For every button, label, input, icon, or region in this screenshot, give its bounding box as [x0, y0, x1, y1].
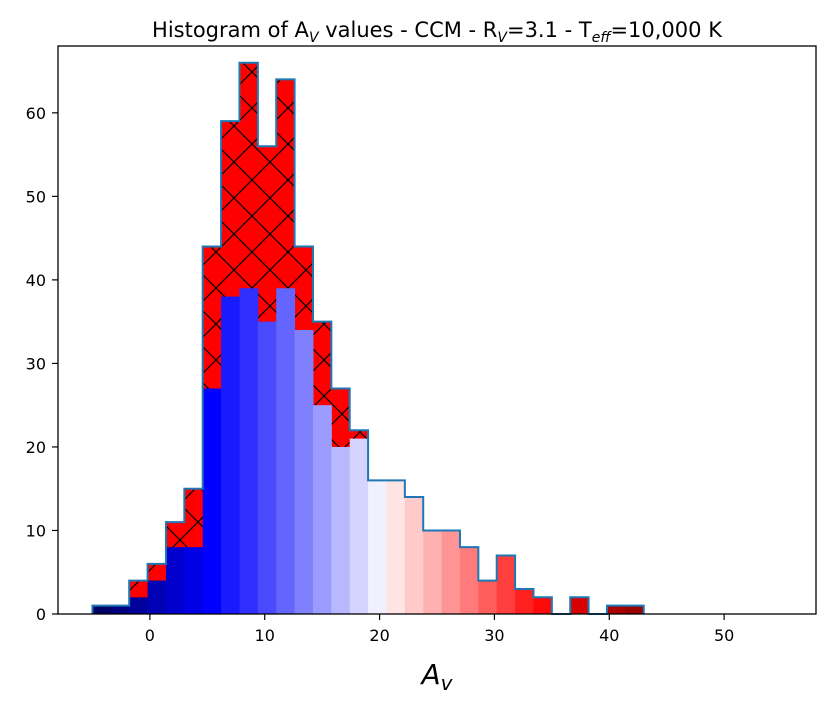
colored-bar — [129, 597, 149, 614]
colored-bar — [92, 605, 112, 614]
colored-bar — [533, 597, 553, 614]
y-tick-label: 20 — [26, 438, 46, 457]
y-tick-label: 40 — [26, 271, 46, 290]
x-tick-label: 10 — [255, 626, 275, 645]
y-tick-label: 50 — [26, 187, 46, 206]
colored-bar — [294, 330, 314, 614]
x-axis-label: Av — [420, 658, 454, 695]
colored-bar — [110, 605, 130, 614]
y-tick-label: 60 — [26, 104, 46, 123]
y-tick-label: 30 — [26, 354, 46, 373]
colored-bar — [515, 588, 534, 614]
colored-bar — [257, 321, 277, 614]
x-tick-label: 30 — [484, 626, 504, 645]
x-tick-label: 50 — [714, 626, 734, 645]
colored-bar — [202, 388, 222, 614]
chart-title: Histogram of AV values - CCM - RV=3.1 - … — [152, 18, 723, 46]
x-tick-label: 20 — [369, 626, 389, 645]
ticks-layer: 0 10 20 30 40 50 0 10 20 30 40 50 60 — [26, 104, 735, 645]
colored-bar — [386, 480, 406, 614]
colored-bar — [368, 480, 387, 614]
x-tick-label: 40 — [599, 626, 619, 645]
x-tick-label: 0 — [145, 626, 155, 645]
colored-bar — [441, 530, 461, 614]
histogram-outline — [91, 61, 645, 615]
colored-bar — [606, 605, 626, 614]
colored-bar — [570, 597, 590, 614]
colored-bar — [349, 438, 369, 614]
colored-bar — [184, 547, 204, 614]
bars-layer — [91, 61, 645, 615]
plot-frame — [57, 45, 817, 615]
colored-bar — [459, 547, 479, 614]
colored-bar — [165, 547, 185, 614]
colored-bar — [221, 296, 240, 614]
colored-bar — [239, 288, 259, 614]
colored-bar — [276, 288, 296, 614]
colored-bar — [423, 530, 443, 614]
y-tick-label: 0 — [36, 605, 46, 624]
colored-bar — [331, 446, 351, 614]
colored-bar — [625, 605, 645, 614]
colored-bar — [312, 405, 332, 614]
y-tick-label: 10 — [26, 521, 46, 540]
colored-bar — [478, 580, 498, 614]
colored-bar — [404, 497, 424, 614]
colored-bar — [496, 555, 516, 614]
colored-bar — [147, 580, 167, 614]
